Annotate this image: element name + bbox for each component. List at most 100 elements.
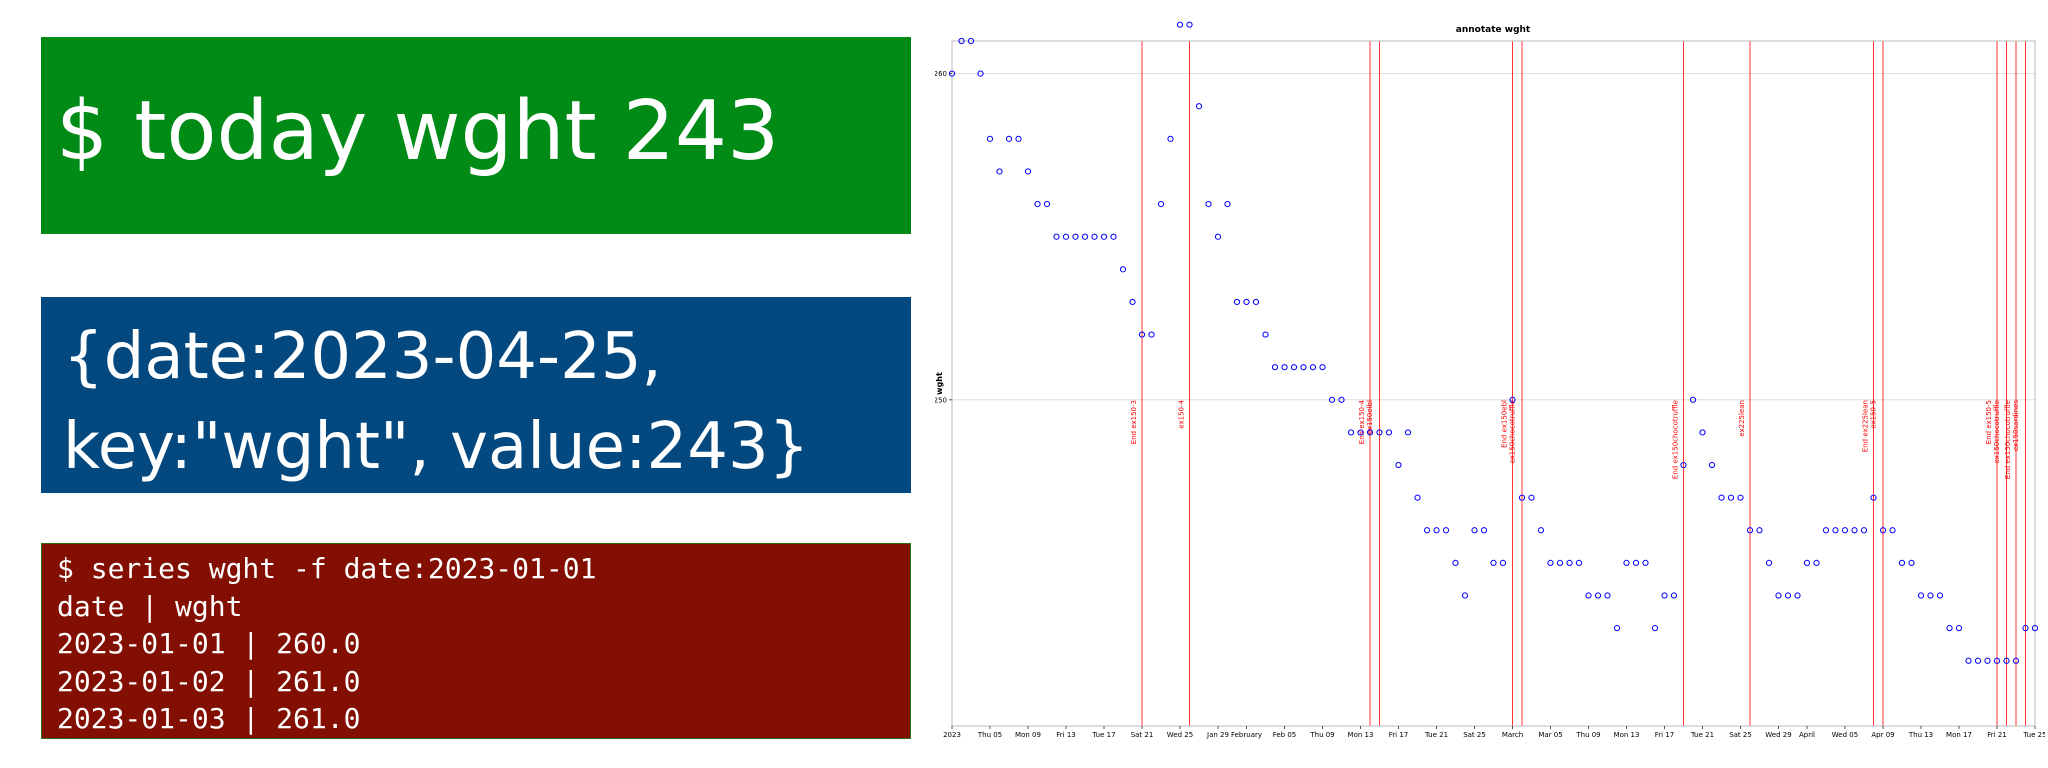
data-point	[1585, 592, 1592, 599]
data-point	[1756, 527, 1763, 534]
annotation-label: ex150-5	[1870, 400, 1878, 429]
data-point	[1357, 429, 1364, 436]
chart-title: annotate wght	[1456, 25, 1531, 35]
data-point	[1414, 494, 1421, 501]
data-point	[1623, 559, 1630, 567]
annotation-layer: End ex150-3 ex150-4 End ex150-4 ex150elbl En…	[1130, 41, 2026, 726]
series-output-text: $ series wght -f date:2023-01-01 date | …	[57, 550, 596, 738]
data-point	[1566, 559, 1573, 567]
data-point	[1889, 527, 1896, 534]
annotation-label: ex150sardines	[2012, 400, 2020, 452]
data-point	[1936, 592, 1944, 599]
data-point	[2022, 625, 2029, 632]
data-point	[1480, 527, 1488, 534]
data-point	[1271, 364, 1279, 371]
data-point	[1851, 527, 1858, 534]
data-point	[1984, 657, 1991, 664]
x-tick-label: April	[1799, 731, 1815, 739]
data-point	[1537, 527, 1545, 534]
series-row-line: 2023-01-01 | 260.0	[57, 627, 361, 660]
json-record-line-2: key:"wght", value:243}	[63, 410, 810, 484]
data-point	[2003, 657, 2010, 664]
data-point	[1499, 559, 1507, 567]
data-point	[1110, 233, 1117, 240]
x-tick-label: Thu 09	[1575, 731, 1600, 739]
data-point	[1689, 396, 1697, 403]
data-point	[1594, 592, 1602, 599]
series-header-line: date | wght	[57, 589, 243, 623]
data-point	[1813, 559, 1820, 567]
data-point	[1423, 527, 1431, 534]
data-point	[1651, 625, 1659, 632]
data-point	[1005, 135, 1013, 142]
data-point	[1822, 527, 1830, 534]
data-point	[1870, 494, 1877, 501]
x-tick-label: Fri 21	[1987, 731, 2006, 739]
plot-frame	[951, 40, 2036, 727]
x-tick-label: Fri 17	[1655, 731, 1674, 739]
chart-svg: annotate wght End ex150-3 ex150-4 End ex15…	[935, 21, 2045, 739]
data-point	[948, 70, 956, 77]
data-point	[1993, 657, 2001, 664]
data-point	[1186, 21, 1193, 28]
data-point	[1167, 135, 1174, 142]
data-point	[1081, 233, 1089, 240]
data-point	[1252, 298, 1260, 306]
annotation-label: End ex150ebl	[1501, 400, 1509, 448]
annotated-weight-chart: annotate wght End ex150-3 ex150-4 End ex15…	[935, 20, 2045, 765]
data-point	[1072, 233, 1079, 240]
data-point	[1547, 559, 1554, 567]
data-point	[1908, 559, 1915, 567]
data-point	[1708, 461, 1716, 469]
x-tick-label: Sat 25	[1729, 731, 1752, 739]
data-point	[1642, 559, 1649, 567]
data-point	[1195, 103, 1203, 110]
x-tick-label: Sat 25	[1463, 731, 1486, 739]
today-command-text: $ today wght 243	[56, 84, 780, 179]
data-point	[1775, 592, 1782, 599]
today-command-panel: $ today wght 243	[41, 37, 911, 234]
data-point	[1043, 200, 1051, 208]
data-point	[1613, 625, 1621, 632]
data-point	[1442, 527, 1450, 534]
data-point	[1404, 429, 1412, 436]
x-tick-label: Sat 21	[1131, 731, 1154, 739]
data-point	[1309, 364, 1317, 371]
series-row-line: 2023-01-02 | 261.0	[57, 664, 361, 698]
data-point	[1727, 494, 1735, 501]
annotation-label: End ex150chocotruffle	[2004, 400, 2012, 479]
data-point	[1205, 200, 1212, 208]
data-point	[1376, 429, 1383, 436]
x-tick-label: Thu 13	[1908, 731, 1933, 739]
data-point	[1224, 200, 1231, 208]
data-point	[996, 168, 1003, 175]
data-point	[1395, 461, 1402, 469]
data-point	[1841, 527, 1849, 534]
data-point	[1366, 429, 1374, 436]
annotation-label: ex150chocotruffle	[1509, 400, 1517, 464]
data-point	[1214, 233, 1222, 240]
data-point	[1471, 527, 1478, 534]
data-point	[1832, 527, 1839, 534]
x-tick-label: March	[1502, 731, 1523, 739]
x-tick-label: Apr 09	[1871, 731, 1894, 739]
annotation-label: End ex150-5	[1985, 400, 1993, 444]
x-tick-label: Mon 17	[1946, 731, 1972, 739]
series-row-line: 2023-01-03 | 261.0	[57, 702, 361, 735]
x-tick-label: Tue 21	[1690, 731, 1714, 739]
data-point	[1091, 233, 1098, 240]
data-point	[1946, 625, 1953, 632]
x-tick-label: Thu 09	[1309, 731, 1334, 739]
annotation-label: End ex150-3	[1130, 400, 1138, 444]
annotation-label: ex150-4	[1178, 399, 1186, 428]
x-tick-label: February	[1231, 731, 1262, 739]
point-layer	[948, 21, 2039, 664]
data-point	[986, 135, 994, 142]
data-point	[967, 37, 975, 45]
data-point	[1119, 266, 1127, 273]
x-tick-label: Fri 13	[1056, 731, 1075, 739]
json-record-panel: {date:2023-04-25, key:"wght", value:243}	[41, 297, 911, 493]
annotation-label: End ex225lean	[1862, 400, 1870, 452]
data-point	[1509, 396, 1516, 403]
data-point	[1024, 168, 1032, 175]
